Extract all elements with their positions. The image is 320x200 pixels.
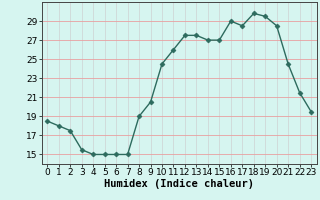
X-axis label: Humidex (Indice chaleur): Humidex (Indice chaleur) <box>104 179 254 189</box>
